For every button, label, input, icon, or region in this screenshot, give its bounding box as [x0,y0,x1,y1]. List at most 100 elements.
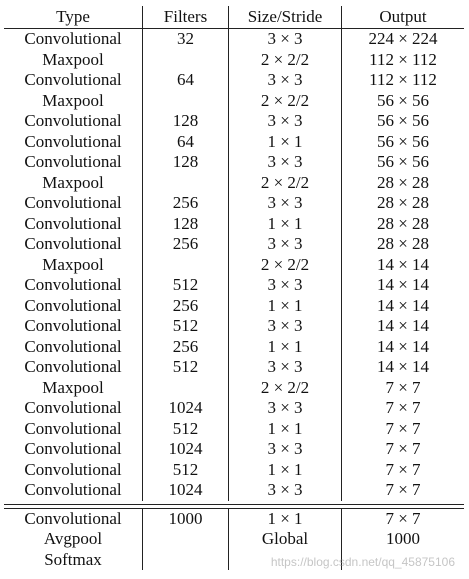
table-row: Convolutional 128 3 × 3 56 × 56 [4,111,464,132]
cell-filters: 1024 [142,398,228,419]
cell-size-stride: Global [228,529,341,550]
cell-type: Maxpool [42,49,104,69]
cell-type: Convolutional [24,336,122,356]
cell-filters: 64 [142,70,228,91]
watermark: https://blog.csdn.net/qq_45875106 [270,555,455,569]
cell-type: Convolutional [24,70,122,89]
cell-size-stride: 1 × 1 [228,131,341,152]
cell-output: 28 × 28 [341,193,464,214]
cell-size-stride: 3 × 3 [228,152,341,173]
cell-size-stride: 3 × 3 [228,357,341,378]
cell-output: 112 × 112 [341,49,464,70]
table-row: Convolutional 512 3 × 3 14 × 14 [4,357,464,378]
cell-size-stride: 1 × 1 [228,295,341,316]
cell-output: 7 × 7 [341,418,464,439]
table-row: Avgpool Global 1000 [4,529,464,550]
cell-output: 28 × 28 [341,213,464,234]
cell-filters: 32 [142,29,228,50]
network-architecture-table: Type Filters Size/Stride Output Convolut… [4,6,464,570]
cell-size-stride: 3 × 3 [228,70,341,91]
cell-size-stride: 1 × 1 [228,459,341,480]
cell-size-stride: 3 × 3 [228,439,341,460]
table-row: Convolutional 256 3 × 3 28 × 28 [4,234,464,255]
table-row: Maxpool 2 × 2/2 14 × 14 [4,254,464,275]
cell-size-stride: 3 × 3 [228,193,341,214]
table-row: Convolutional 512 3 × 3 14 × 14 [4,275,464,296]
cell-output: 14 × 14 [341,316,464,337]
cell-type: Avgpool [43,529,103,548]
cell-filters: 512 [142,418,228,439]
cell-filters: 1000 [142,508,228,529]
cell-output: 7 × 7 [341,377,464,398]
cell-size-stride: 1 × 1 [228,508,341,529]
table-row: Maxpool 2 × 2/2 56 × 56 [4,90,464,111]
cell-type: Convolutional [24,508,122,528]
cell-size-stride: 2 × 2/2 [228,90,341,111]
cell-output: 56 × 56 [341,111,464,132]
cell-filters [142,549,228,570]
header-output: Output [341,6,464,28]
cell-type: Convolutional [24,439,122,458]
cell-output: 56 × 56 [341,152,464,173]
cell-filters: 128 [142,111,228,132]
cell-filters: 256 [142,336,228,357]
table-body: Convolutional 32 3 × 3 224 × 224 Maxpool 2 × … [4,29,464,501]
cell-filters [142,254,228,275]
cell-output: 14 × 14 [341,254,464,275]
table-row: Convolutional 64 1 × 1 56 × 56 [4,131,464,152]
table-row: Softmax [4,549,464,570]
table-header-row: Type Filters Size/Stride Output [4,6,464,28]
cell-type: Convolutional [24,295,122,315]
cell-output: 28 × 28 [341,234,464,255]
header-divider [4,28,464,29]
cell-size-stride: 1 × 1 [228,336,341,357]
cell-type: Convolutional [24,398,122,417]
cell-type: Maxpool [42,90,104,110]
table-row: Convolutional 32 3 × 3 224 × 224 [4,29,464,50]
cell-size-stride [228,549,341,570]
cell-type: Convolutional [24,480,122,499]
cell-output: 14 × 14 [341,275,464,296]
table-row: Convolutional 64 3 × 3 112 × 112 [4,70,464,91]
header-size-stride: Size/Stride [228,6,341,28]
cell-filters [142,49,228,70]
cell-size-stride: 2 × 2/2 [228,49,341,70]
cell-output: 14 × 14 [341,336,464,357]
cell-output: 7 × 7 [341,480,464,501]
table-row: Convolutional 256 1 × 1 14 × 14 [4,336,464,357]
cell-filters: 512 [142,275,228,296]
table-row: Maxpool 2 × 2/2 7 × 7 [4,377,464,398]
table-row: Maxpool 2 × 2/2 112 × 112 [4,49,464,70]
cell-filters: 256 [142,193,228,214]
cell-filters: 64 [142,131,228,152]
cell-output: 7 × 7 [341,398,464,419]
cell-size-stride: 2 × 2/2 [228,254,341,275]
cell-size-stride: 3 × 3 [228,111,341,132]
cell-type: Convolutional [24,275,122,294]
cell-filters: 128 [142,213,228,234]
cell-type: Convolutional [24,152,122,171]
section-double-divider [4,503,464,509]
cell-size-stride: 2 × 2/2 [228,377,341,398]
cell-size-stride: 3 × 3 [228,480,341,501]
cell-filters [142,172,228,193]
cell-filters: 256 [142,234,228,255]
table-row: Convolutional 128 1 × 1 28 × 28 [4,213,464,234]
cell-type: Convolutional [24,29,122,48]
cell-filters: 512 [142,459,228,480]
cell-type: Maxpool [42,377,104,397]
cell-output: 112 × 112 [341,70,464,91]
cell-output [341,549,464,570]
cell-output: 14 × 14 [341,357,464,378]
table-row: Convolutional 256 1 × 1 14 × 14 [4,295,464,316]
cell-type: Convolutional [24,316,122,335]
cell-size-stride: 3 × 3 [228,398,341,419]
cell-type: Convolutional [24,418,122,438]
cell-type: Convolutional [24,234,122,253]
cell-output: 224 × 224 [341,29,464,50]
